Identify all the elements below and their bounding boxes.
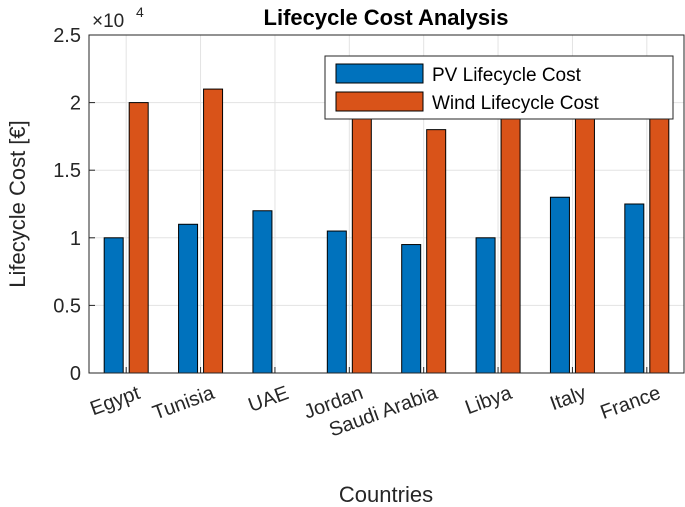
y-exponent-base: ×10: [92, 11, 124, 32]
y-exponent-power: 4: [136, 4, 144, 20]
bar-pv-lifecycle-cost-egypt: [103, 237, 124, 374]
bar-wind-lifecycle-cost-italy: [574, 108, 595, 374]
y-tick-label: 0.5: [53, 295, 81, 317]
x-tick-label-uae: UAE: [245, 382, 291, 417]
x-tick-label-libya: Libya: [462, 382, 515, 419]
bar-wind-lifecycle-cost-libya: [500, 108, 521, 374]
bar-pv-lifecycle-cost-libya: [475, 237, 496, 374]
bar-pv-lifecycle-cost-italy: [549, 196, 570, 374]
bar-pv-lifecycle-cost-jordan: [326, 230, 347, 374]
y-axis-exponent: ×10 4: [92, 4, 144, 32]
y-tick-label: 1: [70, 228, 81, 250]
bars: [103, 81, 670, 374]
y-tick-label: 1.5: [53, 160, 81, 182]
bar-wind-lifecycle-cost-saudi-arabia: [426, 129, 447, 374]
bar-pv-lifecycle-cost-uae: [252, 210, 273, 374]
bar-wind-lifecycle-cost-jordan: [351, 108, 372, 374]
bar-pv-lifecycle-cost-tunisia: [178, 223, 199, 374]
chart-title: Lifecycle Cost Analysis: [264, 5, 509, 30]
legend-swatch-pv: [335, 63, 424, 84]
legend: PV Lifecycle Cost Wind Lifecycle Cost: [324, 55, 674, 120]
y-tick-label: 0: [70, 363, 81, 385]
y-axis-ticks: 0 0.5 1 1.5 2 2.5: [53, 25, 95, 385]
legend-label-wind: Wind Lifecycle Cost: [432, 93, 600, 114]
legend-label-pv: PV Lifecycle Cost: [432, 65, 582, 86]
y-tick-label: 2.5: [53, 25, 81, 47]
plot-area-frame: [88, 34, 685, 374]
x-tick-label-egypt: Egypt: [87, 382, 143, 420]
bar-wind-lifecycle-cost-tunisia: [203, 88, 224, 374]
x-tick-label-italy: Italy: [547, 382, 589, 415]
bar-wind-lifecycle-cost-france: [649, 81, 670, 374]
bar-wind-lifecycle-cost-egypt: [128, 102, 149, 374]
x-axis-label: Countries: [339, 482, 433, 507]
x-tick-label-tunisia: Tunisia: [150, 382, 218, 425]
y-tick-label: 2: [70, 93, 81, 115]
bar-pv-lifecycle-cost-france: [624, 203, 645, 374]
legend-swatch-wind: [335, 91, 424, 112]
bar-pv-lifecycle-cost-saudi-arabia: [401, 244, 422, 374]
x-tick-label-france: France: [598, 382, 664, 424]
y-axis-label: Lifecycle Cost [€]: [5, 120, 30, 288]
